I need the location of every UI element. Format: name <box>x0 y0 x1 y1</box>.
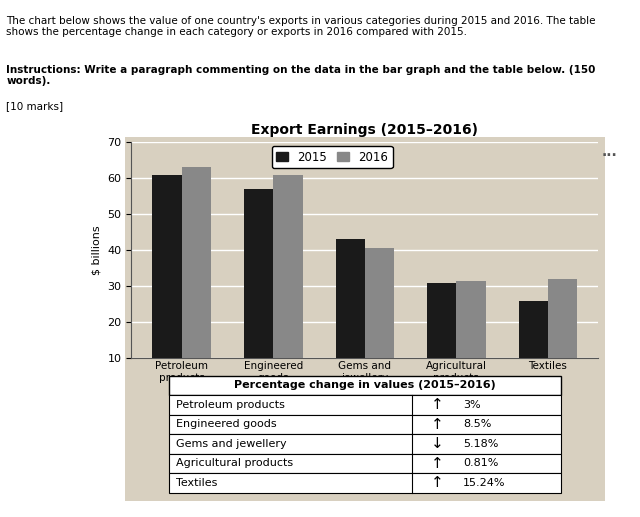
Bar <box>518 301 548 394</box>
Text: 8.5%: 8.5% <box>463 419 492 430</box>
Text: Instructions: Write a paragraph commenting on the data in the bar graph and the : Instructions: Write a paragraph commenti… <box>6 65 596 86</box>
Text: Petroleum products: Petroleum products <box>175 400 284 410</box>
Legend: 2015, 2016: 2015, 2016 <box>271 146 392 169</box>
Bar <box>456 281 486 394</box>
Y-axis label: $ billions: $ billions <box>92 225 102 275</box>
Text: 5.18%: 5.18% <box>463 439 499 449</box>
Text: ↑: ↑ <box>431 456 444 471</box>
Text: ↑: ↑ <box>431 398 444 413</box>
Title: Export Earnings (2015–2016): Export Earnings (2015–2016) <box>252 123 478 137</box>
Text: 0.81%: 0.81% <box>463 459 499 468</box>
Text: ↑: ↑ <box>431 417 444 432</box>
Text: Agricultural products: Agricultural products <box>175 459 292 468</box>
Text: 3%: 3% <box>463 400 481 410</box>
Text: ...: ... <box>602 145 618 159</box>
Text: Engineered goods: Engineered goods <box>175 419 276 430</box>
Text: Gems and jewellery: Gems and jewellery <box>175 439 286 449</box>
Text: ↑: ↑ <box>431 475 444 490</box>
Bar <box>427 283 456 394</box>
Bar <box>152 175 182 394</box>
Bar <box>273 175 303 394</box>
Text: Textiles: Textiles <box>175 478 217 488</box>
Bar <box>244 189 273 394</box>
Text: [10 marks]: [10 marks] <box>6 101 63 111</box>
Bar <box>365 249 394 394</box>
X-axis label: Product Category: Product Category <box>303 388 426 401</box>
Bar <box>548 279 577 394</box>
Bar <box>182 168 211 394</box>
Bar <box>335 239 365 394</box>
Text: ↓: ↓ <box>431 436 444 451</box>
Text: 15.24%: 15.24% <box>463 478 506 488</box>
Text: The chart below shows the value of one country's exports in various categories d: The chart below shows the value of one c… <box>6 16 596 37</box>
Text: Percentage change in values (2015–2016): Percentage change in values (2015–2016) <box>234 381 495 390</box>
